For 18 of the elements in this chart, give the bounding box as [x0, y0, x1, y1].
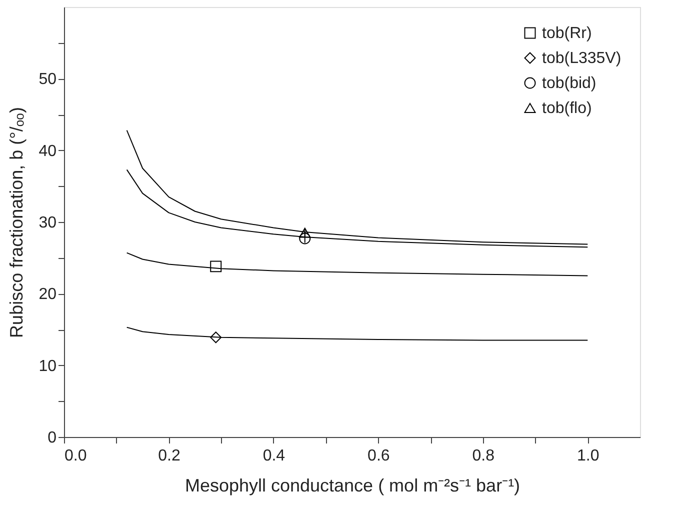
x-tick-label: 0.6: [368, 448, 390, 464]
x-axis-title: Mesophyll conductance ( mol m⁻²s⁻¹ bar⁻¹): [184, 476, 520, 496]
legend-label: tob(bid): [542, 75, 596, 92]
y-tick-label: 10: [38, 358, 57, 375]
y-axis-title: Rubisco fractionation, b (°/ₒₒ): [6, 107, 27, 338]
x-tick-label: 0.8: [472, 448, 495, 464]
x-tick-label: 0.2: [158, 448, 180, 464]
legend-label: tob(L335V): [542, 50, 622, 67]
x-tick-label: 0.0: [64, 448, 87, 464]
y-tick-label: 0: [48, 430, 57, 446]
y-tick-label: 20: [38, 286, 57, 304]
x-tick-label: 0.4: [262, 448, 286, 464]
legend-label: tob(Rr): [542, 25, 592, 42]
y-tick-label: 40: [38, 142, 57, 160]
x-tick-label: 1.0: [577, 448, 600, 464]
y-tick-label: 30: [38, 214, 57, 232]
legend-label: tob(flo): [542, 100, 592, 117]
y-tick-label: 50: [38, 71, 57, 88]
